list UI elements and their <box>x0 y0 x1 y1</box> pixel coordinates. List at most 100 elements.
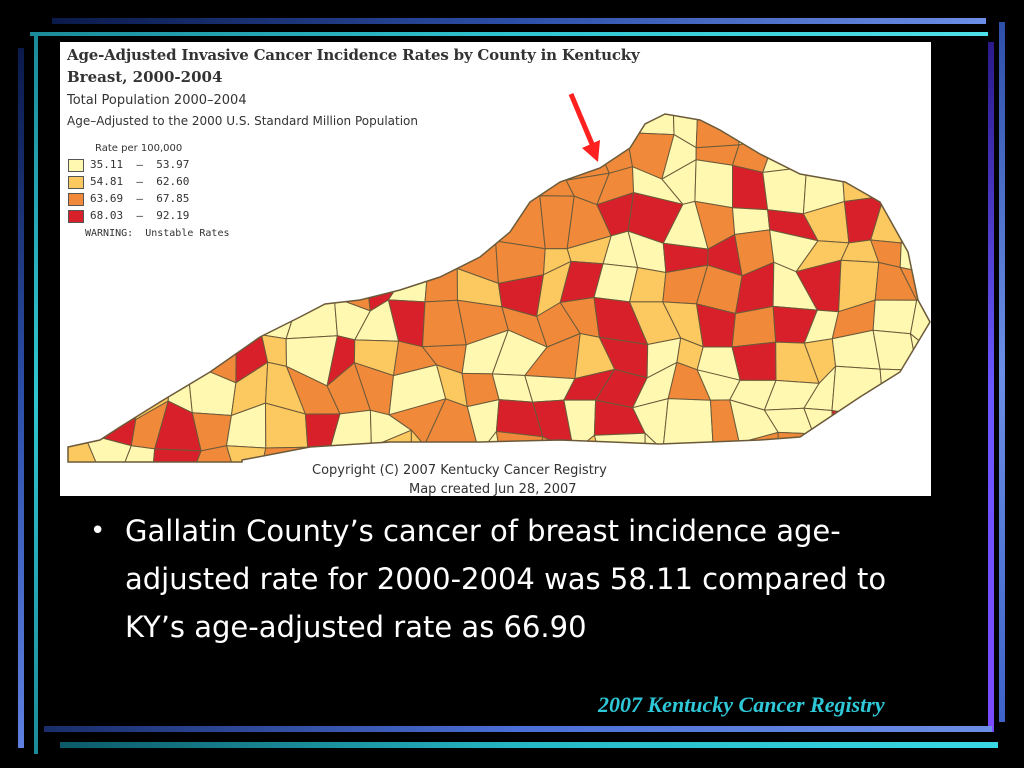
county-shape <box>910 333 930 371</box>
county-shape <box>811 433 835 462</box>
county-shape <box>60 473 100 497</box>
county-shape <box>679 481 697 496</box>
county-shape <box>731 305 777 348</box>
county-shape <box>232 193 264 232</box>
county-shape <box>130 344 171 372</box>
arrow-shaft <box>568 93 595 145</box>
county-shape <box>831 410 885 450</box>
county-shape <box>533 436 575 462</box>
county-shape <box>258 474 307 496</box>
county-shape <box>798 114 852 144</box>
county-shape <box>122 445 156 462</box>
decorative-bar-top-outer <box>52 18 986 24</box>
county-shape <box>489 132 536 177</box>
county-shape <box>224 129 259 171</box>
county-shape <box>431 160 468 210</box>
county-shape <box>429 200 474 239</box>
decorative-bar-right-outer <box>999 22 1005 722</box>
county-shape <box>812 482 834 496</box>
county-shape <box>879 368 918 420</box>
county-shape <box>291 160 340 206</box>
county-shape <box>371 202 402 234</box>
county-shape <box>842 127 878 181</box>
decorative-bar-bottom-lower <box>60 742 998 748</box>
county-shape <box>357 157 404 212</box>
legend-label: 68.03 – 92.19 <box>90 209 190 222</box>
county-shape <box>696 482 747 497</box>
county-shape <box>194 134 230 171</box>
legend-swatch <box>68 176 84 189</box>
county-shape <box>294 226 332 283</box>
county-shape <box>695 114 740 149</box>
bullet-dot: • <box>90 516 106 546</box>
county-shape <box>731 341 777 381</box>
legend-title: Rate per 100,000 <box>95 143 183 154</box>
county-shape <box>902 437 930 462</box>
county-shape <box>87 371 137 420</box>
county-shape <box>194 464 238 496</box>
decorative-bar-bottom-upper <box>44 726 992 732</box>
legend-label: 54.81 – 62.60 <box>90 175 190 188</box>
county-shape <box>763 114 803 144</box>
county-shape <box>832 429 881 462</box>
decorative-bar-right-inner <box>988 42 994 732</box>
state-border <box>67 113 931 463</box>
county-shape <box>456 200 502 242</box>
county-shape <box>291 126 340 166</box>
county-shape <box>68 378 91 405</box>
county-shape <box>872 299 918 335</box>
county-shape <box>732 164 769 211</box>
county-shape <box>694 159 733 209</box>
county-shape <box>832 472 871 496</box>
county-shape <box>400 231 431 269</box>
county-shape <box>900 169 930 207</box>
legend-swatch <box>68 193 84 206</box>
county-shape <box>911 472 931 496</box>
county-shape <box>399 159 444 210</box>
county-shape <box>595 114 638 148</box>
county-shape <box>900 201 930 244</box>
county-shape <box>563 399 597 453</box>
map-title: Age-Adjusted Invasive Cancer Incidence R… <box>67 46 640 64</box>
county-shape <box>773 486 818 496</box>
county-shape <box>736 114 777 146</box>
legend-swatch <box>68 159 84 172</box>
county-shape <box>458 114 514 134</box>
county-shape <box>151 238 200 274</box>
county-shape <box>907 367 930 409</box>
legend-swatch <box>68 210 84 223</box>
map-panel: Age-Adjusted Invasive Cancer Incidence R… <box>60 42 931 496</box>
county-shape <box>193 445 233 462</box>
county-shape <box>864 429 913 462</box>
highlight-arrow <box>568 93 600 162</box>
county-shape <box>294 200 337 244</box>
county-shape <box>184 295 237 340</box>
county-shape <box>253 164 310 206</box>
map-population-line: Total Population 2000–2004 <box>67 93 247 108</box>
county-shape <box>68 133 99 160</box>
county-shape <box>735 486 778 496</box>
county-shape <box>68 395 91 443</box>
county-shape <box>134 311 165 346</box>
county-shape <box>497 114 535 134</box>
county-shape <box>840 114 879 131</box>
county-shape <box>162 268 200 317</box>
decorative-bar-left-outer <box>18 48 24 748</box>
county-shape <box>68 333 93 386</box>
county-shape <box>224 166 264 213</box>
county-shape <box>902 399 930 446</box>
county-shape <box>900 140 930 180</box>
county-shape <box>195 158 234 217</box>
county-shape <box>439 114 470 140</box>
county-shape <box>528 133 575 181</box>
county-shape <box>322 226 375 282</box>
county-shape <box>261 193 310 232</box>
county-shape <box>662 448 714 462</box>
county-shape <box>776 431 814 462</box>
legend-label: 63.69 – 67.85 <box>90 192 190 205</box>
county-shape <box>257 446 309 462</box>
county-shape <box>154 301 188 346</box>
county-shape <box>123 467 167 496</box>
decorative-bar-left-inner <box>34 36 38 754</box>
county-shape <box>260 281 305 318</box>
